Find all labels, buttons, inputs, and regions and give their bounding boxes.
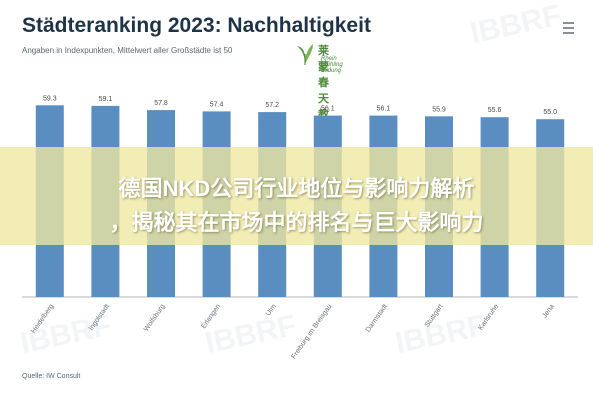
bar-value-label: 55.6 xyxy=(488,107,502,114)
banner-subheadline: ，揭秘其在市场中的排名与巨大影响力 xyxy=(109,210,484,235)
chart-title: Städteranking 2023: Nachhaltigkeit xyxy=(22,14,371,37)
x-tick-label: Erlangen xyxy=(200,303,222,330)
x-tick-label: Ingolstadt xyxy=(88,303,111,332)
x-tick-label: Freiburg im Breisgau xyxy=(290,303,333,360)
x-tick-label: Darmstadt xyxy=(365,303,389,334)
overlay-banner: 德国NKD公司行业地位与影响力解析 ，揭秘其在市场中的排名与巨大影响力 xyxy=(0,147,593,245)
bar-value-label: 57.4 xyxy=(210,101,224,108)
bar-value-label: 56.1 xyxy=(377,106,391,113)
bar-value-label: 57.8 xyxy=(154,100,168,107)
bar-value-label: 59.1 xyxy=(99,96,113,103)
chart-subtitle: Angaben in Indexpunkten, Mittelwert alle… xyxy=(22,46,233,55)
x-tick-label: Jena xyxy=(541,303,556,320)
x-tick-label: Karlsruhe xyxy=(477,303,500,332)
x-tick-label: Heidelberg xyxy=(30,303,55,335)
bar-value-label: 59.3 xyxy=(43,95,57,102)
bar-value-label: 55.9 xyxy=(432,106,446,113)
x-tick-label: Wolfsburg xyxy=(143,303,167,333)
hamburger-menu-icon[interactable] xyxy=(556,16,580,40)
bar-value-label: 57.2 xyxy=(265,102,279,109)
source-note: Quelle: IW Consult xyxy=(22,373,81,380)
bar-value-label: 55.0 xyxy=(543,109,557,116)
leaf-icon xyxy=(297,44,313,65)
logo-english-text: Rhein Frühling Bildung xyxy=(321,56,343,74)
bar-value-label: 56.1 xyxy=(321,106,335,113)
x-tick-label: Ulm xyxy=(265,303,278,317)
x-tick-label: Stuttgart xyxy=(424,303,445,329)
banner-headline: 德国NKD公司行业地位与影响力解析 xyxy=(118,176,475,201)
